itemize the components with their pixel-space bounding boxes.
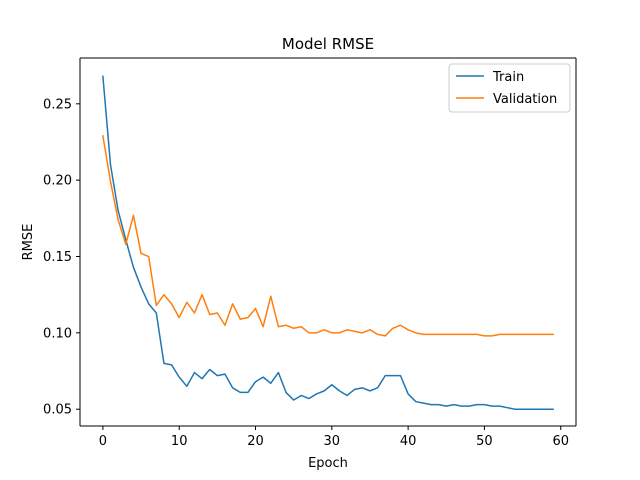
x-tick-label: 60 — [552, 434, 569, 449]
y-tick-label: 0.20 — [43, 174, 72, 189]
x-tick-label: 0 — [99, 434, 107, 449]
y-axis-label: RMSE — [21, 224, 36, 261]
y-tick-label: 0.05 — [43, 403, 72, 418]
legend-label-validation: Validation — [493, 92, 557, 107]
x-axis-label: Epoch — [308, 456, 348, 471]
legend-label-train: Train — [492, 70, 524, 85]
x-tick-label: 30 — [324, 434, 341, 449]
x-tick-label: 10 — [171, 434, 188, 449]
series-layer — [102, 75, 554, 410]
axes-frame — [79, 57, 577, 427]
legend: Train Validation — [448, 63, 571, 113]
x-axis-ticks: 0 10 20 30 40 50 60 — [99, 426, 569, 449]
y-axis-ticks: 0.05 0.10 0.15 0.20 0.25 — [43, 97, 80, 418]
x-tick-label: 40 — [400, 434, 417, 449]
x-tick-label: 50 — [476, 434, 493, 449]
y-tick-label: 0.10 — [43, 326, 72, 341]
chart-title: Model RMSE — [282, 35, 374, 53]
series-line-validation — [102, 135, 554, 337]
plot-area — [80, 58, 576, 426]
y-tick-label: 0.25 — [43, 97, 72, 112]
series-line-train — [102, 75, 554, 410]
x-tick-label: 20 — [247, 434, 264, 449]
y-tick-label: 0.15 — [43, 250, 72, 265]
